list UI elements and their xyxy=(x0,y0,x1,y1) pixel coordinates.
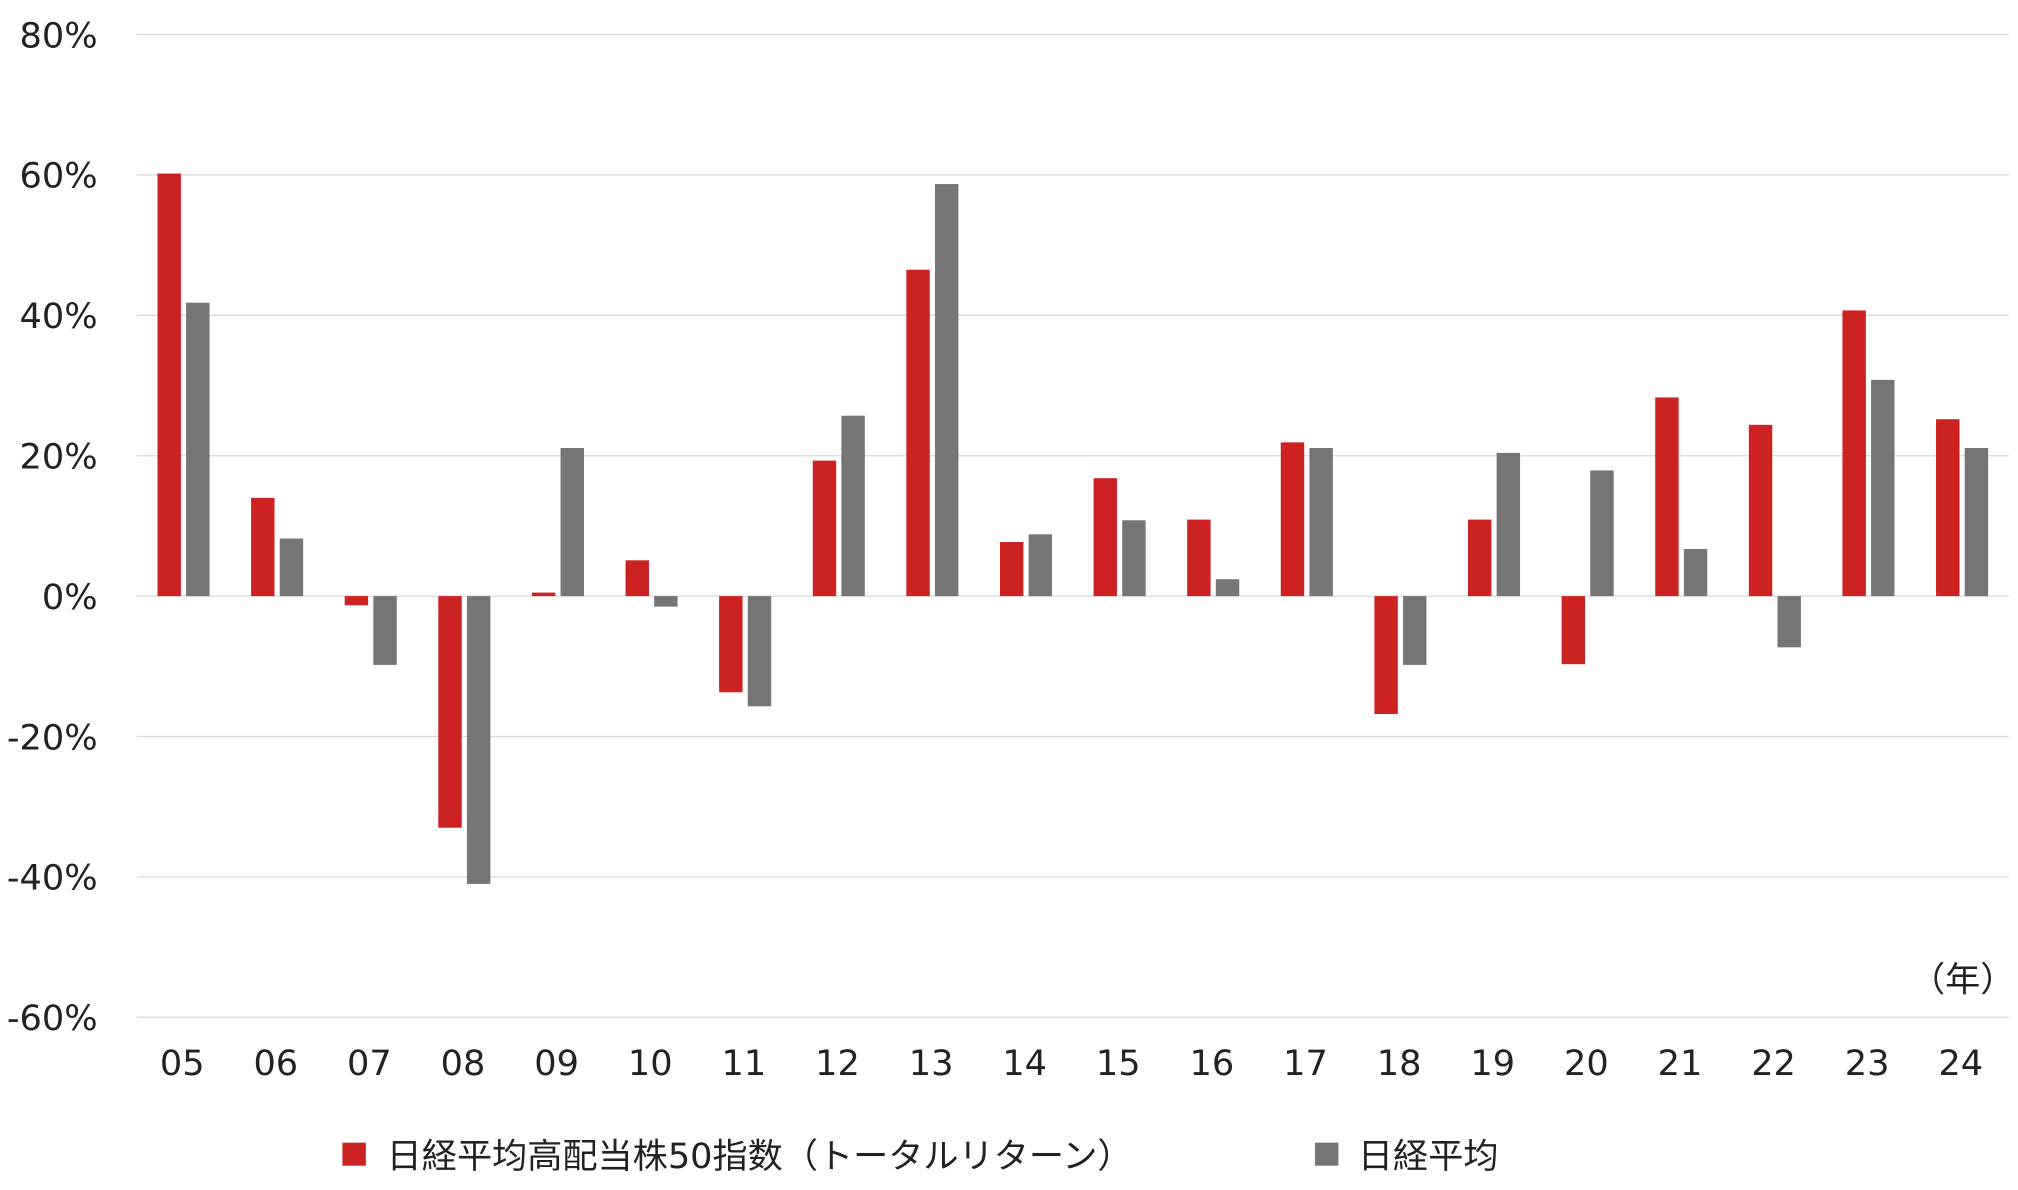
bar-high-dividend-10 xyxy=(625,560,649,597)
legend-label-nikkei: 日経平均 xyxy=(1358,1138,1499,1178)
bar-nikkei-19 xyxy=(1496,452,1521,597)
bar-high-dividend-22 xyxy=(1748,424,1773,597)
bar-nikkei-17 xyxy=(1309,447,1333,597)
bar-nikkei-05 xyxy=(186,302,210,597)
bar-nikkei-18 xyxy=(1403,596,1427,665)
x-axis-label: （年） xyxy=(1910,961,2015,1001)
bar-high-dividend-19 xyxy=(1467,519,1492,597)
bar-nikkei-22 xyxy=(1777,596,1801,648)
y-tick-label: -20% xyxy=(7,719,98,759)
bar-high-dividend-06 xyxy=(251,497,275,597)
y-axis-ticks: 80% 60% 40% 20% 0% -20% -40% -60% xyxy=(7,17,98,1039)
bar-nikkei-11 xyxy=(747,596,772,707)
bar-nikkei-10 xyxy=(654,596,678,607)
bar-nikkei-13 xyxy=(934,184,959,597)
x-tick-label: 20 xyxy=(1564,1044,1609,1084)
bar-high-dividend-12 xyxy=(812,460,837,597)
y-tick-label: 20% xyxy=(20,438,98,478)
bar-high-dividend-20 xyxy=(1561,596,1586,665)
y-tick-label: 0% xyxy=(42,578,98,618)
bar-nikkei-20 xyxy=(1590,470,1614,597)
bar-high-dividend-18 xyxy=(1374,596,1398,715)
x-tick-label: 06 xyxy=(253,1044,298,1084)
legend: 日経平均高配当株50指数（トータルリターン） 日経平均 xyxy=(342,1138,1499,1178)
bar-high-dividend-24 xyxy=(1936,419,1960,597)
x-tick-label: 08 xyxy=(441,1044,486,1084)
bar-high-dividend-05 xyxy=(157,173,181,597)
bar-high-dividend-07 xyxy=(344,596,369,606)
bar-high-dividend-09 xyxy=(531,592,556,597)
y-tick-label: 80% xyxy=(20,17,98,57)
x-axis-ticks: 05 06 07 08 09 10 11 12 13 14 15 16 17 18 19 20 21 22 23 24 xyxy=(160,1044,1983,1084)
bar-nikkei-21 xyxy=(1683,549,1708,597)
bar-high-dividend-15 xyxy=(1093,478,1117,597)
bar-nikkei-23 xyxy=(1871,379,1895,597)
bar-nikkei-16 xyxy=(1215,579,1240,597)
bar-nikkei-06 xyxy=(279,538,304,597)
x-tick-label: 21 xyxy=(1658,1044,1703,1084)
x-tick-label: 19 xyxy=(1470,1044,1515,1084)
bar-nikkei-09 xyxy=(560,447,584,597)
x-tick-label: 24 xyxy=(1938,1044,1983,1084)
x-tick-label: 16 xyxy=(1190,1044,1235,1084)
x-tick-label: 10 xyxy=(628,1044,673,1084)
legend-label-high-dividend: 日経平均高配当株50指数（トータルリターン） xyxy=(387,1138,1133,1178)
bar-nikkei-07 xyxy=(373,596,397,665)
bar-nikkei-08 xyxy=(466,596,491,884)
bar-high-dividend-21 xyxy=(1655,397,1679,597)
x-tick-label: 09 xyxy=(534,1044,579,1084)
x-tick-label: 13 xyxy=(909,1044,954,1084)
y-tick-label: -60% xyxy=(7,999,98,1039)
bar-high-dividend-23 xyxy=(1842,310,1866,597)
bar-high-dividend-08 xyxy=(438,596,462,828)
legend-swatch-high-dividend xyxy=(342,1142,366,1166)
x-tick-label: 14 xyxy=(1002,1044,1047,1084)
gridlines xyxy=(136,33,2009,1018)
x-tick-label: 17 xyxy=(1283,1044,1328,1084)
x-tick-label: 07 xyxy=(347,1044,392,1084)
x-tick-label: 23 xyxy=(1845,1044,1890,1084)
y-tick-label: 60% xyxy=(20,157,98,197)
bar-high-dividend-13 xyxy=(906,269,930,597)
x-tick-label: 11 xyxy=(721,1044,766,1084)
bar-nikkei-24 xyxy=(1964,447,1989,597)
bar-nikkei-12 xyxy=(841,415,865,597)
bar-high-dividend-11 xyxy=(719,596,743,693)
legend-swatch-nikkei xyxy=(1314,1142,1339,1166)
bar-high-dividend-14 xyxy=(999,542,1024,597)
x-tick-label: 15 xyxy=(1096,1044,1141,1084)
bar-nikkei-14 xyxy=(1028,534,1053,597)
x-tick-label: 12 xyxy=(815,1044,860,1084)
bars xyxy=(157,173,1989,884)
bar-high-dividend-17 xyxy=(1280,442,1305,597)
bar-nikkei-15 xyxy=(1122,520,1146,597)
x-tick-label: 18 xyxy=(1377,1044,1422,1084)
x-tick-label: 05 xyxy=(160,1044,205,1084)
x-tick-label: 22 xyxy=(1751,1044,1796,1084)
y-tick-label: -40% xyxy=(7,859,98,899)
bar-high-dividend-16 xyxy=(1187,519,1211,597)
y-tick-label: 40% xyxy=(20,297,98,337)
